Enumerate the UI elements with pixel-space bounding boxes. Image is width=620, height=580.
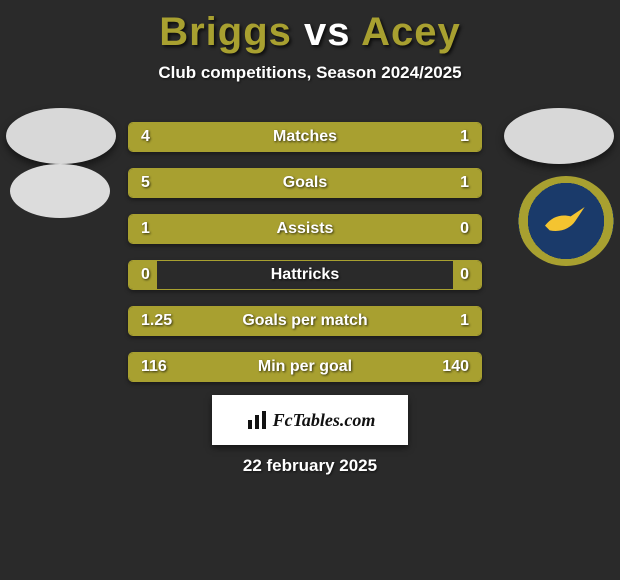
metric-row: 116140Min per goal: [128, 352, 482, 382]
player-a-club-logo-placeholder: [10, 164, 110, 218]
metric-row: 51Goals: [128, 168, 482, 198]
metric-row: 10Assists: [128, 214, 482, 244]
player-b-avatar-placeholder: [504, 108, 614, 164]
bar-chart-icon: [245, 408, 269, 432]
metric-label: Matches: [129, 123, 481, 151]
eagle-icon: [538, 193, 594, 249]
player-b-club-logo: [518, 176, 614, 266]
attribution-text: FcTables.com: [273, 410, 376, 431]
date-text: 22 february 2025: [0, 456, 620, 476]
comparison-rows: 41Matches 51Goals 10Assists 00Hattricks 1.25…: [128, 122, 482, 398]
player-a-name: Briggs: [159, 10, 292, 54]
metric-label: Hattricks: [129, 261, 481, 289]
metric-label: Min per goal: [129, 353, 481, 381]
metric-row: 00Hattricks: [128, 260, 482, 290]
metric-row: 1.251Goals per match: [128, 306, 482, 336]
player-b-name: Acey: [361, 10, 461, 54]
comparison-title: Briggs vs Acey: [0, 0, 620, 55]
subtitle: Club competitions, Season 2024/2025: [0, 63, 620, 83]
metric-label: Assists: [129, 215, 481, 243]
metric-label: Goals: [129, 169, 481, 197]
attribution-badge: FcTables.com: [212, 395, 408, 445]
player-a-avatar-placeholder: [6, 108, 116, 164]
vs-text: vs: [304, 10, 351, 54]
metric-row: 41Matches: [128, 122, 482, 152]
metric-label: Goals per match: [129, 307, 481, 335]
